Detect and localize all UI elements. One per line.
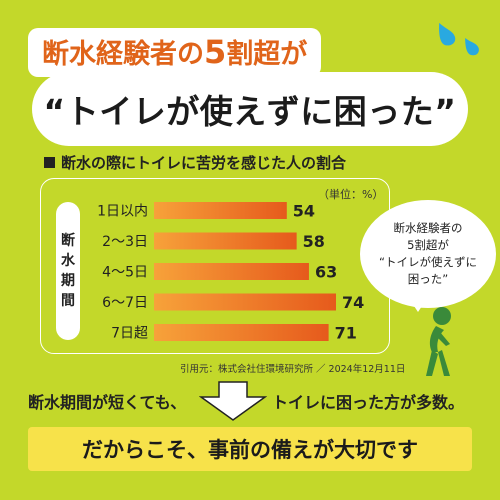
- bubble-line: 困った”: [407, 272, 449, 286]
- unit-label: （単位：%）: [318, 188, 384, 201]
- sweat-drops-icon: [439, 22, 479, 56]
- category-label: 7日超: [111, 326, 148, 342]
- value-label: 74: [342, 293, 364, 312]
- category-label: 2〜3日: [102, 234, 148, 250]
- bubble-line: 断水経験者の: [393, 221, 463, 235]
- message-left: 断水期間が短くても、: [28, 393, 187, 412]
- axis-char: 間: [61, 293, 75, 309]
- headline-line-1: 断水経験者の5割超が: [28, 28, 322, 77]
- headline-suffix: 割超が: [226, 39, 308, 70]
- category-label: 1日以内: [97, 204, 148, 220]
- value-label: 54: [293, 202, 315, 221]
- down-arrow-icon: [199, 381, 267, 421]
- headline-prefix: 断水経験者の: [42, 39, 204, 70]
- period-axis-label: 断 水 期 間: [56, 202, 80, 340]
- source-citation: 引用元：株式会社住環境研究所 ／ 2024年12月11日: [180, 364, 406, 375]
- speech-bubble-tail: [410, 300, 426, 312]
- conclusion-banner: だからこそ、事前の備えが大切です: [28, 427, 472, 471]
- headline-number: 5: [204, 33, 227, 71]
- axis-char: 水: [61, 253, 75, 269]
- axis-char: 期: [61, 273, 75, 289]
- headline-line-2: “トイレが使えずに困った”: [32, 72, 468, 146]
- person-needs-toilet-icon: [426, 307, 451, 376]
- category-label: 6〜7日: [102, 295, 148, 311]
- message-right: トイレに困った方が多数。: [272, 393, 465, 412]
- bar: [154, 293, 336, 311]
- value-label: 71: [335, 324, 357, 343]
- axis-char: 断: [61, 233, 75, 249]
- bar: [154, 263, 309, 280]
- bar: [154, 324, 329, 341]
- bubble-line: “トイレが使えずに: [379, 255, 477, 269]
- category-label: 4〜5日: [102, 265, 148, 281]
- chart-title: 断水の際にトイレに苦労を感じた人の割合: [44, 152, 346, 173]
- chart-title-text: 断水の際にトイレに苦労を感じた人の割合: [61, 154, 347, 172]
- value-label: 63: [315, 263, 337, 282]
- square-bullet-icon: [44, 157, 55, 168]
- bar: [154, 202, 287, 219]
- bubble-line: 5割超が: [407, 238, 449, 252]
- speech-bubble: 断水経験者の 5割超が “トイレが使えずに 困った”: [360, 200, 496, 308]
- value-label: 58: [303, 232, 325, 251]
- bar: [154, 232, 297, 250]
